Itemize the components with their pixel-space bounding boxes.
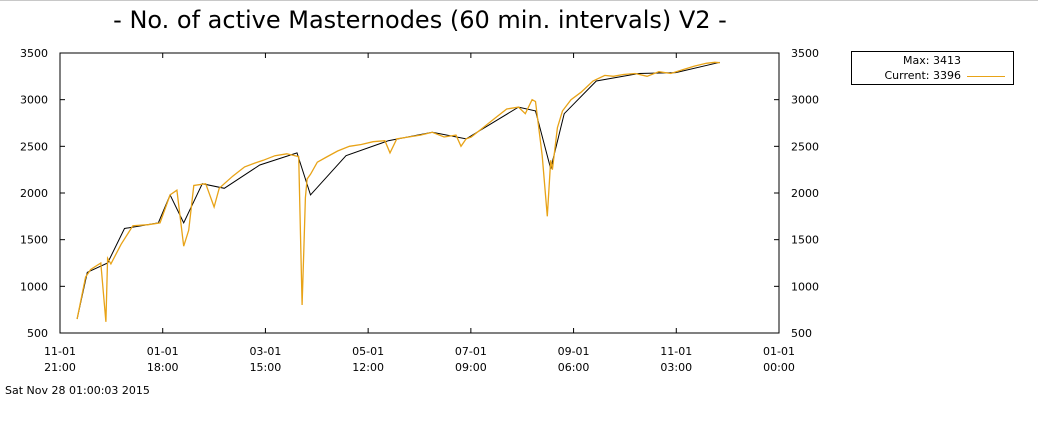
x-tick-label-date: 07-01 — [455, 345, 487, 358]
series-trend-line — [76, 61, 720, 320]
legend: Max: 3413 Current: 3396 — [851, 51, 1014, 85]
x-tick-label-date: 01-01 — [763, 345, 795, 358]
x-tick-label-time: 03:00 — [660, 361, 692, 374]
series-current-line — [76, 61, 720, 322]
timestamp: Sat Nov 28 01:00:03 2015 — [5, 384, 150, 397]
y-tick-label-right: 500 — [791, 327, 812, 340]
y-tick-label-left: 500 — [27, 327, 48, 340]
y-tick-label-right: 2500 — [791, 140, 819, 153]
y-tick-label-left: 3000 — [20, 94, 48, 107]
top-divider — [0, 0, 1038, 1]
y-tick-label-right: 3000 — [791, 94, 819, 107]
legend-current-label: Current: 3396 — [884, 69, 961, 82]
y-tick-label-right: 3500 — [791, 47, 819, 60]
x-tick-label-time: 21:00 — [44, 361, 76, 374]
x-tick-label-date: 03-01 — [249, 345, 281, 358]
x-tick-label-time: 06:00 — [558, 361, 590, 374]
x-tick-label-time: 00:00 — [763, 361, 795, 374]
legend-max-row: Max: 3413 — [852, 54, 1013, 68]
chart-svg: 500 500 1000 1000 1500 1500 2000 2000 2500 2500 30… — [20, 47, 819, 374]
x-tick-label-date: 01-01 — [147, 345, 179, 358]
x-tick-label-date: 11-01 — [44, 345, 76, 358]
y-tick-label-right: 1000 — [791, 280, 819, 293]
chart-title: - No. of active Masternodes (60 min. int… — [113, 6, 727, 34]
y-tick-label-left: 2000 — [20, 187, 48, 200]
legend-current-swatch — [967, 76, 1005, 77]
legend-current-row: Current: 3396 — [852, 69, 1013, 83]
legend-max-label: Max: 3413 — [903, 54, 961, 67]
x-tick-label-date: 09-01 — [558, 345, 590, 358]
x-tick-label-time: 15:00 — [250, 361, 282, 374]
x-tick-label-date: 11-01 — [660, 345, 692, 358]
y-tick-label-left: 1000 — [20, 280, 48, 293]
x-tick-label-time: 09:00 — [455, 361, 487, 374]
plot-frame — [59, 52, 780, 334]
y-tick-label-left: 2500 — [20, 140, 48, 153]
x-tick-label-time: 12:00 — [352, 361, 384, 374]
y-tick-label-left: 1500 — [20, 234, 48, 247]
y-tick-label-right: 2000 — [791, 187, 819, 200]
x-tick-label-date: 05-01 — [352, 345, 384, 358]
y-tick-label-right: 1500 — [791, 234, 819, 247]
y-tick-label-left: 3500 — [20, 47, 48, 60]
x-tick-label-time: 18:00 — [147, 361, 179, 374]
